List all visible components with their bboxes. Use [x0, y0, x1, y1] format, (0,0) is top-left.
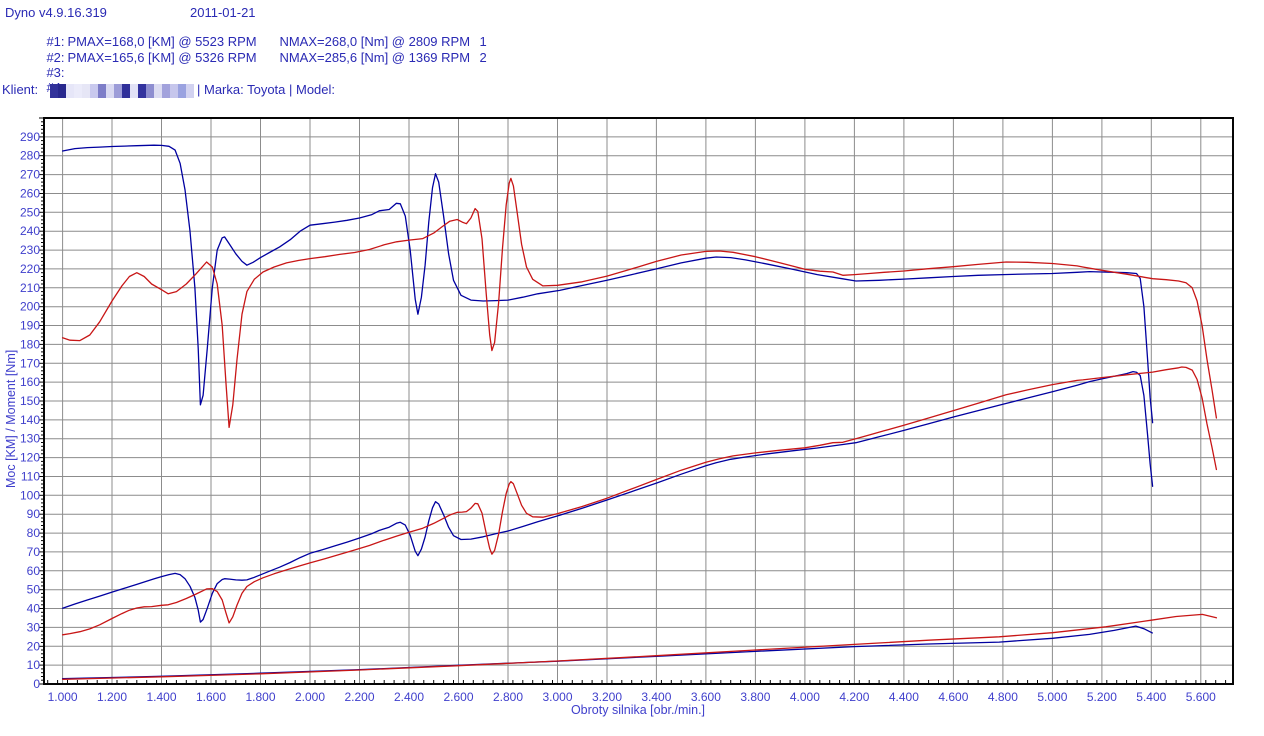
y-tick-label: 60 — [27, 564, 41, 578]
x-tick-label: 2.000 — [295, 690, 325, 704]
censored-pixel-block — [114, 84, 122, 98]
run-pmax: PMAX=168,0 [KM] @ 5523 RPM — [67, 34, 257, 49]
censored-pixel-block — [154, 84, 162, 98]
censored-pixel-block — [138, 84, 146, 98]
x-tick-label: 3.200 — [592, 690, 622, 704]
x-tick-label: 2.600 — [443, 690, 473, 704]
y-tick-label: 200 — [20, 300, 40, 314]
client-make-model: | Marka: Toyota | Model: — [197, 82, 336, 97]
x-tick-label: 4.000 — [790, 690, 820, 704]
y-tick-label: 250 — [20, 205, 40, 219]
x-tick-label: 4.600 — [938, 690, 968, 704]
y-tick-label: 220 — [20, 262, 40, 276]
censored-pixel-block — [130, 84, 138, 98]
censored-pixel-block — [106, 84, 114, 98]
y-tick-label: 150 — [20, 394, 40, 408]
x-tick-label: 3.600 — [691, 690, 721, 704]
client-label: Klient: — [2, 82, 39, 97]
app-title: Dyno v4.9.16.319 — [5, 5, 107, 20]
run-label: #3: — [46, 65, 65, 80]
y-tick-label: 40 — [27, 602, 41, 616]
x-tick-label: 4.200 — [839, 690, 869, 704]
y-tick-label: 260 — [20, 187, 40, 201]
y-tick-label: 90 — [27, 507, 41, 521]
y-tick-label: 50 — [27, 583, 41, 597]
x-tick-label: 4.400 — [889, 690, 919, 704]
run-nmax: NMAX=285,6 [Nm] @ 1369 RPM — [279, 50, 471, 65]
x-tick-label: 1.800 — [245, 690, 275, 704]
x-tick-label: 2.200 — [344, 690, 374, 704]
y-tick-label: 180 — [20, 337, 40, 351]
censored-pixel-block — [90, 84, 98, 98]
y-tick-label: 240 — [20, 224, 40, 238]
censored-pixel-block — [58, 84, 66, 98]
run-nmax: NMAX=268,0 [Nm] @ 2809 RPM — [279, 34, 471, 49]
y-tick-label: 100 — [20, 488, 40, 502]
curve-torque-run-2 — [61, 144, 1154, 424]
x-tick-label: 2.800 — [493, 690, 523, 704]
censored-pixel-block — [122, 84, 130, 98]
x-tick-label: 1.000 — [48, 690, 78, 704]
y-tick-label: 190 — [20, 319, 40, 333]
run-index: 1 — [479, 34, 487, 49]
client-name-censored — [50, 84, 194, 98]
x-tick-label: 1.400 — [146, 690, 176, 704]
y-tick-label: 160 — [20, 375, 40, 389]
report-date: 2011-01-21 — [190, 5, 256, 20]
x-tick-label: 5.200 — [1087, 690, 1117, 704]
run-label: #1: — [46, 34, 65, 49]
censored-pixel-block — [74, 84, 82, 98]
censored-pixel-block — [98, 84, 106, 98]
censored-pixel-block — [162, 84, 170, 98]
y-tick-label: 270 — [20, 168, 40, 182]
x-tick-label: 1.600 — [196, 690, 226, 704]
y-tick-label: 170 — [20, 356, 40, 370]
y-tick-label: 130 — [20, 432, 40, 446]
x-tick-label: 3.400 — [641, 690, 671, 704]
censored-pixel-block — [66, 84, 74, 98]
x-tick-label: 5.600 — [1186, 690, 1216, 704]
curve-power-run-2 — [61, 370, 1154, 623]
y-tick-label: 280 — [20, 149, 40, 163]
x-tick-label: 3.800 — [740, 690, 770, 704]
y-tick-label: 110 — [21, 470, 40, 484]
x-axis-title: Obroty silnika [obr./min.] — [570, 703, 706, 717]
curve-power-run-1 — [61, 366, 1218, 636]
x-tick-label: 1.200 — [97, 690, 127, 704]
censored-pixel-block — [170, 84, 178, 98]
curve-loss-run-1 — [61, 613, 1218, 680]
censored-pixel-block — [82, 84, 90, 98]
y-tick-label: 120 — [20, 451, 40, 465]
y-tick-label: 80 — [27, 526, 41, 540]
x-tick-label: 4.800 — [988, 690, 1018, 704]
y-tick-label: 20 — [27, 639, 41, 653]
y-tick-label: 10 — [27, 658, 41, 672]
x-tick-label: 5.000 — [1037, 690, 1067, 704]
run-summary-3: #3: — [32, 52, 479, 94]
censored-pixel-block — [186, 84, 194, 98]
run-label: #2: — [46, 50, 65, 65]
plot-frame — [43, 117, 1234, 685]
y-tick-label: 30 — [27, 620, 41, 634]
run-summary-1: #1: PMAX=168,0 [KM] @ 5523 RPM NMAX=268,0 … — [32, 21, 487, 63]
run-summary-2: #2: PMAX=165,6 [KM] @ 5326 RPM NMAX=285,6 … — [32, 37, 487, 79]
y-tick-label: 0 — [33, 677, 40, 691]
y-tick-label: 140 — [20, 413, 40, 427]
x-tick-label: 5.400 — [1136, 690, 1166, 704]
x-tick-label: 3.000 — [542, 690, 572, 704]
y-axis-title: Moc [KM] / Moment [Nm] — [4, 349, 18, 488]
run-index: 2 — [479, 50, 487, 65]
censored-pixel-block — [146, 84, 154, 98]
x-tick-label: 2.400 — [394, 690, 424, 704]
y-tick-label: 230 — [20, 243, 40, 257]
curve-torque-run-1 — [61, 177, 1218, 429]
y-tick-label: 210 — [20, 281, 40, 295]
y-tick-label: 70 — [27, 545, 41, 559]
run-pmax: PMAX=165,6 [KM] @ 5326 RPM — [67, 50, 257, 65]
y-tick-label: 290 — [20, 130, 40, 144]
censored-pixel-block — [50, 84, 58, 98]
censored-pixel-block — [178, 84, 186, 98]
